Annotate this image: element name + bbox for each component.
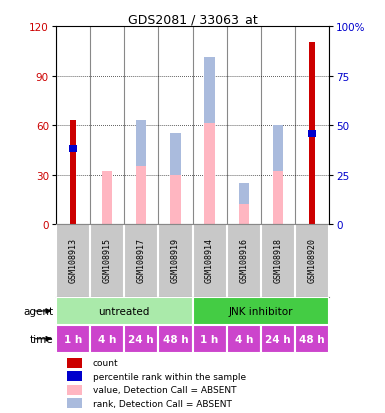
- Bar: [69, 145, 77, 153]
- Bar: [136, 121, 146, 167]
- Bar: [204, 124, 215, 225]
- Bar: [67, 398, 82, 408]
- Text: count: count: [93, 358, 118, 368]
- Bar: [67, 385, 82, 395]
- Text: GSM108913: GSM108913: [69, 237, 77, 282]
- Text: GSM108915: GSM108915: [102, 237, 112, 282]
- Text: value, Detection Call = ABSENT: value, Detection Call = ABSENT: [93, 385, 236, 394]
- Text: GSM108914: GSM108914: [205, 237, 214, 282]
- Bar: [158, 325, 192, 353]
- Bar: [261, 325, 295, 353]
- Text: agent: agent: [23, 306, 53, 316]
- Bar: [170, 134, 181, 175]
- Title: GDS2081 / 33063_at: GDS2081 / 33063_at: [127, 13, 258, 26]
- Text: 24 h: 24 h: [129, 334, 154, 344]
- Bar: [273, 172, 283, 225]
- Bar: [67, 358, 82, 368]
- Text: 1 h: 1 h: [201, 334, 219, 344]
- Text: JNK inhibitor: JNK inhibitor: [229, 306, 293, 316]
- Bar: [56, 325, 90, 353]
- Bar: [309, 43, 315, 225]
- Bar: [192, 325, 227, 353]
- Bar: [239, 205, 249, 225]
- Bar: [227, 325, 261, 353]
- Text: rank, Detection Call = ABSENT: rank, Detection Call = ABSENT: [93, 399, 232, 408]
- Text: percentile rank within the sample: percentile rank within the sample: [93, 372, 246, 381]
- Bar: [239, 183, 249, 205]
- Bar: [295, 325, 329, 353]
- Text: GSM108920: GSM108920: [308, 237, 316, 282]
- Text: 48 h: 48 h: [299, 334, 325, 344]
- Text: 4 h: 4 h: [234, 334, 253, 344]
- Text: GSM108919: GSM108919: [171, 237, 180, 282]
- Text: 24 h: 24 h: [265, 334, 291, 344]
- Text: GSM108917: GSM108917: [137, 237, 146, 282]
- Bar: [56, 297, 192, 325]
- Text: GSM108918: GSM108918: [273, 237, 283, 282]
- Text: 4 h: 4 h: [98, 334, 116, 344]
- Bar: [273, 126, 283, 172]
- Text: time: time: [30, 334, 53, 344]
- Bar: [308, 131, 316, 138]
- Bar: [204, 58, 215, 124]
- Bar: [170, 175, 181, 225]
- Bar: [70, 121, 76, 225]
- Text: 48 h: 48 h: [162, 334, 188, 344]
- Text: untreated: untreated: [99, 306, 150, 316]
- Bar: [124, 325, 158, 353]
- Bar: [90, 325, 124, 353]
- Bar: [67, 371, 82, 381]
- Bar: [192, 297, 329, 325]
- Bar: [136, 167, 146, 225]
- Text: GSM108916: GSM108916: [239, 237, 248, 282]
- Text: 1 h: 1 h: [64, 334, 82, 344]
- Bar: [102, 172, 112, 225]
